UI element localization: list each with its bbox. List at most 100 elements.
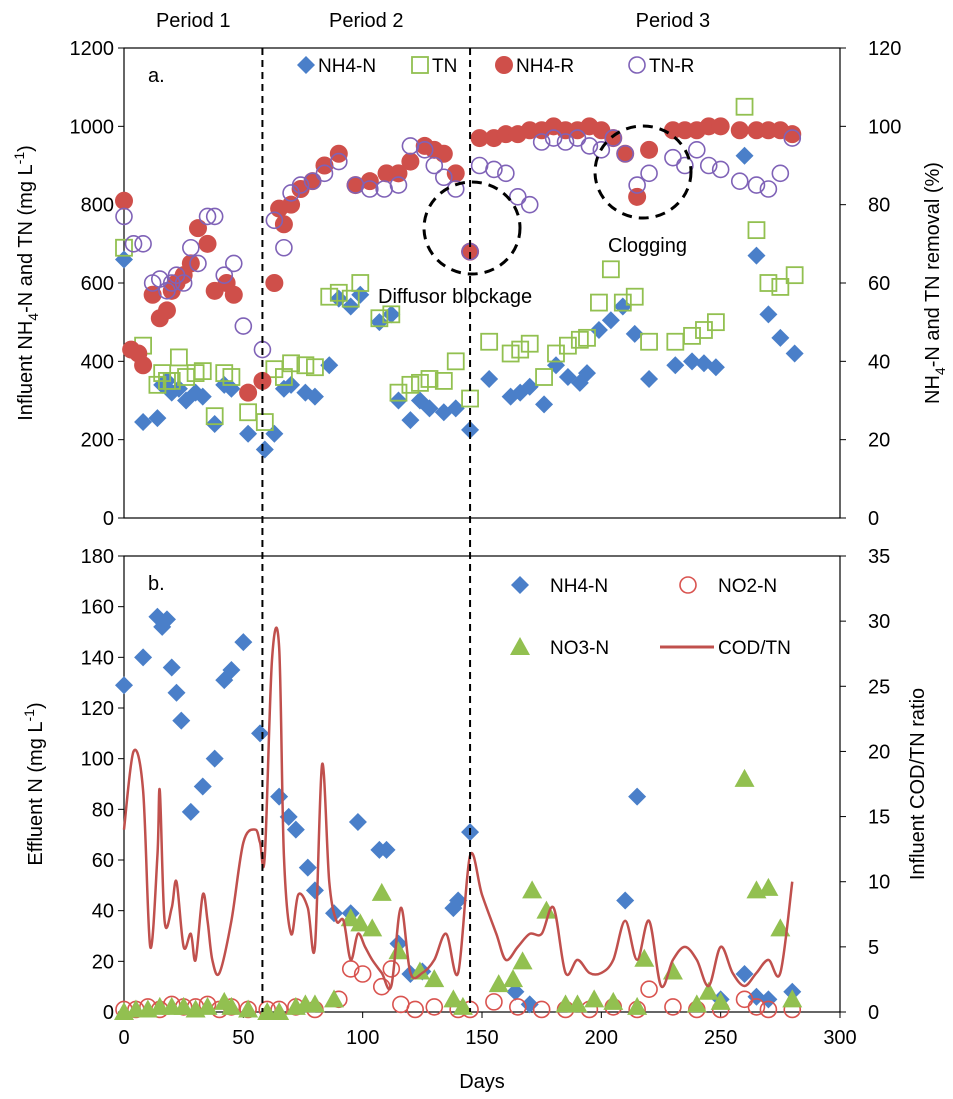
legend-marker-nh4-r	[495, 56, 513, 74]
point-tn-r	[198, 207, 217, 226]
y-tick-label: 80	[92, 799, 114, 821]
point-tn	[613, 293, 632, 312]
point-nh4-n	[205, 749, 224, 768]
point-tn-r	[275, 238, 293, 257]
point-no2-n	[508, 998, 527, 1016]
point-nh4-n	[601, 311, 620, 330]
point-no2-n	[425, 998, 444, 1016]
point-nh4-n	[666, 356, 685, 375]
point-no3-n	[536, 900, 557, 919]
panel-b-y-ticks: 0 20 40 60 80 100 120 140 160 180	[81, 546, 124, 1024]
y-tick-label: 800	[81, 195, 114, 217]
point-tn	[759, 274, 778, 292]
point-tn	[382, 305, 401, 324]
point-tn-r	[265, 211, 284, 230]
point-tn	[401, 375, 420, 394]
point-no2-n	[640, 980, 658, 999]
point-tn-r	[699, 156, 718, 175]
point-tn	[446, 352, 465, 371]
panel-b-y2label: Influent COD/TN ratio	[907, 688, 929, 880]
point-nh4-n	[115, 250, 133, 269]
point-nh4-r	[640, 140, 659, 159]
panel-a-legend: NH4-N TN NH4-R TN-R	[297, 56, 694, 77]
point-nh4-n	[461, 420, 480, 439]
point-no3-n	[269, 1002, 290, 1020]
point-tn	[341, 289, 360, 308]
diffusor-blockage-label: Diffusor blockage	[378, 286, 532, 308]
y2-tick-label: 10	[868, 872, 890, 894]
point-tn	[666, 332, 685, 351]
point-tn	[296, 356, 315, 375]
point-tn	[535, 368, 553, 386]
y-tick-label: 180	[81, 546, 114, 568]
point-tn-r	[497, 164, 515, 183]
point-tn	[329, 283, 348, 302]
point-no3-n	[758, 877, 779, 896]
point-tn	[625, 287, 644, 306]
point-no3-n	[238, 999, 259, 1018]
x-tick-label: 250	[704, 1027, 737, 1049]
point-no2-n	[759, 1000, 778, 1019]
legend-label: NO3-N	[550, 638, 609, 659]
panel-a-y-ticks: 0 200 400 600 800 1000 1200	[70, 38, 124, 530]
point-nh4-n	[265, 424, 284, 443]
point-tn-r	[485, 160, 503, 179]
panel-b-marks	[114, 607, 803, 1020]
point-tn-r	[215, 266, 234, 284]
panel-a-y2-ticks: 0 20 40 60 80 100 120	[840, 38, 901, 530]
point-tn-r	[628, 176, 646, 194]
point-no2-n	[382, 960, 401, 978]
point-tn	[282, 354, 300, 373]
point-nh4-n	[401, 411, 420, 430]
point-nh4-n	[305, 881, 324, 900]
y-tick-label: 0	[103, 508, 114, 530]
y-tick-label: 160	[81, 597, 114, 619]
y2-tick-label: 40	[868, 351, 890, 373]
y2-tick-label: 60	[868, 273, 890, 295]
point-nh4-n	[157, 610, 176, 629]
point-tn	[434, 372, 453, 390]
x-tick-label: 50	[232, 1027, 254, 1049]
point-nh4-r	[181, 254, 200, 273]
panel-a-label: a.	[148, 65, 165, 87]
point-tn	[115, 238, 133, 257]
point-tn	[559, 336, 577, 355]
point-tn-r	[189, 254, 207, 273]
point-nh4-r	[265, 274, 284, 292]
point-tn-r	[425, 156, 444, 175]
point-tn	[785, 266, 804, 285]
panel-a: a. 0 200 400 600 800 1000 1200 0 20 40 60 80 100 120…	[11, 38, 948, 530]
point-nh4-n	[115, 676, 133, 695]
point-tn	[169, 348, 188, 367]
point-tn	[255, 413, 274, 431]
point-tn-r	[329, 152, 348, 171]
point-tn-r	[771, 164, 790, 183]
panel-b-x-ticks: 0 50 100 150 200 250 300	[118, 1012, 857, 1049]
point-tn-r	[556, 133, 575, 151]
y2-tick-label: 25	[868, 676, 890, 698]
point-tn-r	[747, 176, 766, 194]
point-no3-n	[371, 882, 392, 901]
point-nh4-n	[735, 965, 754, 983]
legend-marker-tn	[411, 56, 429, 74]
point-nh4-r	[188, 219, 207, 238]
point-tn-r	[544, 129, 563, 147]
point-nh4-n	[535, 395, 554, 414]
point-no2-n	[664, 998, 682, 1016]
point-no3-n	[304, 994, 325, 1013]
period-markers: Period 1 Period 2 Period 3	[156, 10, 710, 1012]
point-nh4-n	[759, 305, 778, 324]
y2-tick-label: 0	[868, 1002, 879, 1024]
y-tick-label: 600	[81, 273, 114, 295]
point-tn	[771, 278, 790, 296]
point-tn-r	[664, 148, 682, 167]
point-nh4-n	[286, 820, 305, 839]
point-nh4-r	[157, 301, 176, 320]
point-nh4-n	[420, 399, 439, 418]
panel-b-label: b.	[148, 573, 165, 595]
point-tn-r	[174, 274, 193, 292]
point-no3-n	[734, 768, 755, 787]
diffusor-blockage-circle	[422, 180, 522, 276]
legend-label: NH4-R	[516, 56, 574, 77]
